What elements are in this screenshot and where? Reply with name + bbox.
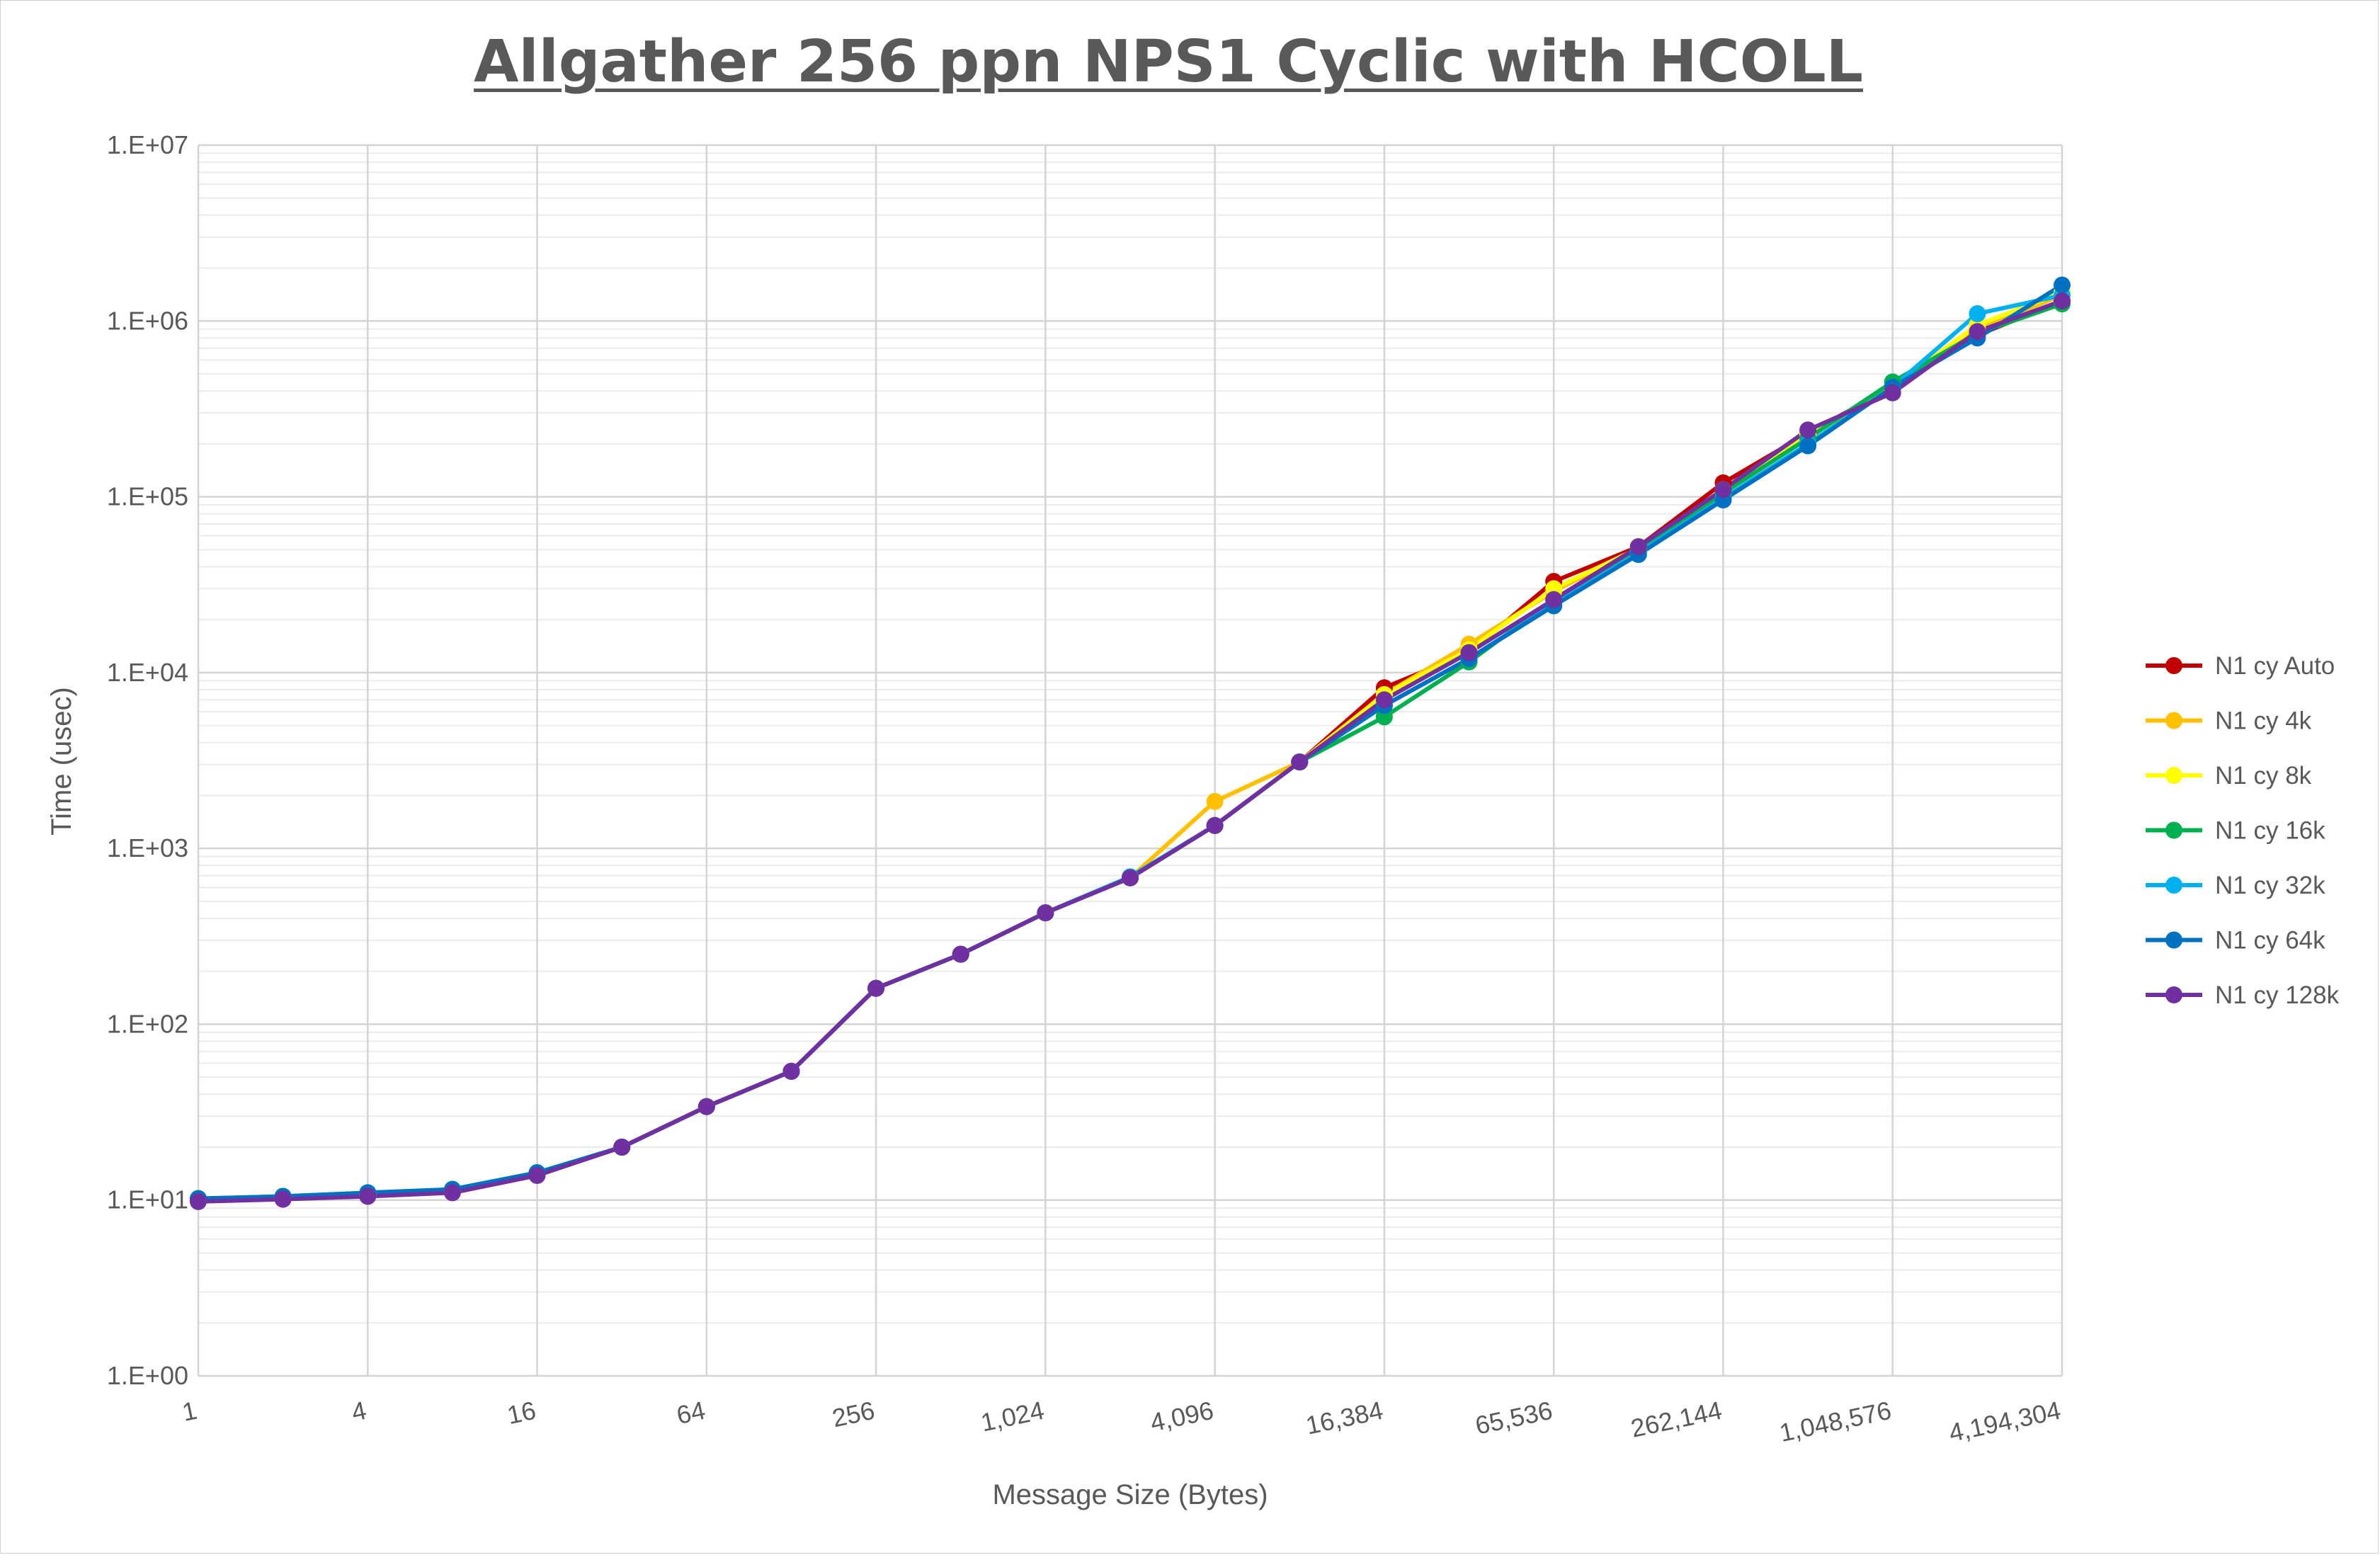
y-tick-label: 1.E+07 bbox=[107, 130, 188, 159]
data-point bbox=[867, 979, 885, 997]
legend-swatch-marker bbox=[2165, 767, 2182, 784]
series-line bbox=[196, 302, 2064, 1202]
data-point bbox=[1122, 869, 1139, 887]
x-tick-label: 16 bbox=[505, 1396, 539, 1430]
data-point bbox=[1460, 644, 1478, 661]
series-line bbox=[196, 293, 2064, 1202]
legend-label: N1 cy 4k bbox=[2215, 707, 2312, 735]
legend-swatch-marker bbox=[2165, 931, 2182, 949]
y-axis-ticks: 1.E+00 1.E+01 1.E+02 1.E+03 1.E+04 1.E+05 1.E+… bbox=[107, 130, 188, 1390]
major-gridlines bbox=[197, 144, 2063, 1377]
y-tick-label: 1.E+05 bbox=[107, 482, 188, 511]
x-tick-label: 16,384 bbox=[1303, 1396, 1385, 1440]
data-point bbox=[1799, 437, 1817, 455]
data-point bbox=[613, 1139, 631, 1156]
legend-label: N1 cy Auto bbox=[2215, 652, 2335, 680]
data-point bbox=[1969, 305, 1986, 322]
legend-label: N1 cy 64k bbox=[2215, 927, 2325, 955]
x-tick-label: 4,194,304 bbox=[1946, 1396, 2063, 1447]
x-tick-label: 1 bbox=[180, 1396, 200, 1427]
data-point bbox=[1375, 691, 1393, 709]
x-tick-label: 4,096 bbox=[1148, 1396, 1217, 1437]
y-axis-title: Time (usec) bbox=[46, 687, 77, 836]
series-line bbox=[196, 299, 2064, 1204]
x-tick-label: 65,536 bbox=[1473, 1396, 1555, 1440]
data-point bbox=[1206, 792, 1224, 810]
data-point bbox=[952, 945, 969, 963]
y-tick-label: 1.E+00 bbox=[107, 1361, 188, 1390]
data-point bbox=[1545, 591, 1563, 608]
series-points bbox=[190, 276, 2071, 1210]
x-tick-label: 1,048,576 bbox=[1777, 1396, 1894, 1447]
data-point bbox=[1799, 421, 1817, 439]
legend: N1 cy Auto N1 cy 4k N1 cy 8k N1 cy 16k N1 cy… bbox=[2146, 652, 2340, 1009]
data-point bbox=[2054, 292, 2071, 309]
legend-label: N1 cy 16k bbox=[2215, 817, 2325, 845]
legend-label: N1 cy 8k bbox=[2215, 762, 2312, 790]
x-axis-ticks: 1 4 16 64 256 1,024 4,096 16,384 65,536 262,144 1,… bbox=[180, 1396, 2063, 1447]
x-axis-title: Message Size (Bytes) bbox=[992, 1479, 1268, 1510]
chart-title: Allgather 256 ppn NPS1 Cyclic with HCOLL bbox=[474, 28, 1863, 96]
legend-label: N1 cy 32k bbox=[2215, 872, 2325, 899]
series-lines bbox=[196, 283, 2064, 1204]
legend-swatch-marker bbox=[2165, 821, 2182, 839]
legend-swatch-marker bbox=[2165, 657, 2182, 674]
x-tick-label: 64 bbox=[674, 1396, 708, 1430]
x-tick-label: 1,024 bbox=[978, 1396, 1047, 1437]
data-point bbox=[359, 1187, 377, 1205]
data-point bbox=[443, 1184, 461, 1202]
y-tick-label: 1.E+04 bbox=[107, 658, 188, 687]
y-tick-label: 1.E+01 bbox=[107, 1185, 188, 1214]
minor-gridlines bbox=[198, 152, 2062, 1324]
data-point bbox=[190, 1192, 207, 1210]
data-point bbox=[274, 1190, 292, 1208]
y-tick-label: 1.E+03 bbox=[107, 833, 188, 862]
data-point bbox=[2054, 276, 2071, 294]
data-point bbox=[698, 1098, 715, 1115]
x-tick-label: 256 bbox=[829, 1396, 877, 1433]
data-point bbox=[1037, 904, 1054, 922]
data-point bbox=[1206, 816, 1224, 834]
x-tick-label: 262,144 bbox=[1628, 1396, 1724, 1443]
data-point bbox=[1969, 323, 1986, 341]
series-line bbox=[196, 299, 2064, 1202]
legend-swatch-marker bbox=[2165, 986, 2182, 1003]
data-point bbox=[1884, 384, 1901, 401]
legend-swatch-marker bbox=[2165, 877, 2182, 894]
data-point bbox=[528, 1167, 546, 1184]
data-point bbox=[1714, 481, 1732, 499]
y-tick-label: 1.E+06 bbox=[107, 306, 188, 335]
legend-swatch-marker bbox=[2165, 712, 2182, 729]
x-tick-label: 4 bbox=[349, 1396, 369, 1427]
legend-label: N1 cy 128k bbox=[2215, 981, 2340, 1009]
data-point bbox=[782, 1062, 800, 1080]
y-tick-label: 1.E+02 bbox=[107, 1009, 188, 1038]
series-line bbox=[196, 283, 2064, 1201]
data-point bbox=[1291, 753, 1309, 771]
data-point bbox=[1629, 538, 1647, 556]
